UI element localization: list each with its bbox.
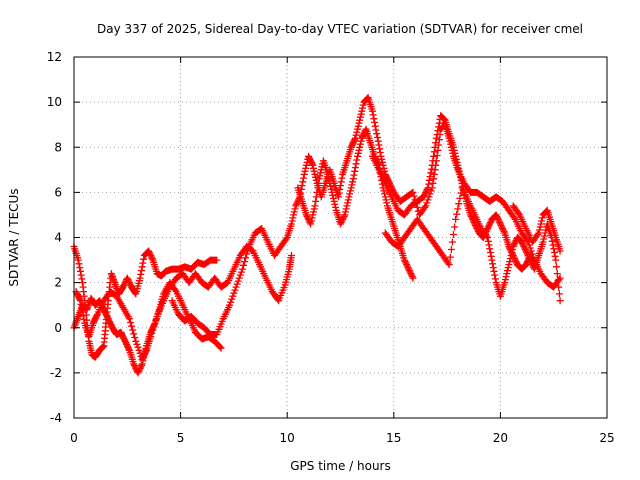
chart-title: Day 337 of 2025, Sidereal Day-to-day VTE… bbox=[97, 22, 583, 36]
y-axis-label: SDTVAR / TECUs bbox=[7, 188, 21, 286]
x-tick-label: 20 bbox=[493, 431, 508, 445]
data-point-markers bbox=[381, 184, 564, 305]
y-tick-label: 10 bbox=[47, 95, 62, 109]
data-point-markers bbox=[72, 243, 295, 363]
y-tick-label: 2 bbox=[54, 276, 62, 290]
y-tick-label: -2 bbox=[50, 366, 62, 380]
y-tick-label: 8 bbox=[54, 140, 62, 154]
y-tick-label: 4 bbox=[54, 231, 62, 245]
x-tick-label: 10 bbox=[280, 431, 295, 445]
x-tick-label: 5 bbox=[177, 431, 185, 445]
x-tick-label: 15 bbox=[386, 431, 401, 445]
data-point-markers bbox=[509, 202, 564, 255]
x-tick-label: 0 bbox=[70, 431, 78, 445]
y-tick-label: -4 bbox=[50, 411, 62, 425]
y-tick-label: 6 bbox=[54, 185, 62, 199]
x-axis-label: GPS time / hours bbox=[290, 459, 391, 473]
x-tick-label: 25 bbox=[599, 431, 614, 445]
axis-ticks: 0 5 10 15 20 25 -4 -2 0 2 4 6 8 10 12 bbox=[47, 50, 615, 445]
y-tick-label: 12 bbox=[47, 50, 62, 64]
data-series bbox=[70, 94, 564, 377]
y-tick-label: 0 bbox=[54, 321, 62, 335]
